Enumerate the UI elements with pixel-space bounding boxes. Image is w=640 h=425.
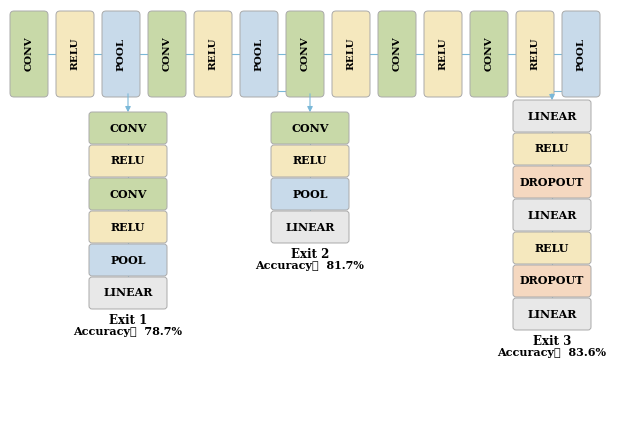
FancyBboxPatch shape — [516, 11, 554, 97]
FancyBboxPatch shape — [148, 11, 186, 97]
Text: Accuracy：  81.7%: Accuracy： 81.7% — [255, 260, 364, 271]
FancyBboxPatch shape — [513, 199, 591, 231]
FancyBboxPatch shape — [56, 11, 94, 97]
FancyBboxPatch shape — [513, 298, 591, 330]
FancyBboxPatch shape — [271, 211, 349, 243]
Text: Accuracy：  78.7%: Accuracy： 78.7% — [74, 326, 182, 337]
FancyBboxPatch shape — [562, 11, 600, 97]
FancyBboxPatch shape — [513, 133, 591, 165]
Text: CONV: CONV — [291, 122, 329, 133]
Text: Exit 1: Exit 1 — [109, 314, 147, 327]
Text: CONV: CONV — [392, 37, 401, 71]
FancyBboxPatch shape — [424, 11, 462, 97]
FancyBboxPatch shape — [470, 11, 508, 97]
Text: RELU: RELU — [209, 38, 218, 70]
Text: CONV: CONV — [301, 37, 310, 71]
Text: RELU: RELU — [531, 38, 540, 70]
Text: Exit 3: Exit 3 — [533, 335, 571, 348]
Text: LINEAR: LINEAR — [527, 210, 577, 221]
Text: RELU: RELU — [111, 156, 145, 167]
FancyBboxPatch shape — [513, 100, 591, 132]
Text: CONV: CONV — [163, 37, 172, 71]
Text: DROPOUT: DROPOUT — [520, 275, 584, 286]
Text: RELU: RELU — [346, 38, 355, 70]
Text: Accuracy：  83.6%: Accuracy： 83.6% — [497, 347, 607, 358]
Text: POOL: POOL — [110, 255, 146, 266]
FancyBboxPatch shape — [513, 265, 591, 297]
FancyBboxPatch shape — [194, 11, 232, 97]
FancyBboxPatch shape — [89, 112, 167, 144]
FancyBboxPatch shape — [513, 166, 591, 198]
FancyBboxPatch shape — [286, 11, 324, 97]
FancyBboxPatch shape — [513, 232, 591, 264]
Text: LINEAR: LINEAR — [285, 221, 335, 232]
FancyBboxPatch shape — [271, 112, 349, 144]
Text: DROPOUT: DROPOUT — [520, 176, 584, 187]
Text: POOL: POOL — [255, 37, 264, 71]
Text: RELU: RELU — [535, 144, 569, 155]
FancyBboxPatch shape — [102, 11, 140, 97]
Text: LINEAR: LINEAR — [527, 309, 577, 320]
Text: Exit 2: Exit 2 — [291, 248, 329, 261]
Text: POOL: POOL — [577, 37, 586, 71]
Text: RELU: RELU — [111, 221, 145, 232]
FancyBboxPatch shape — [89, 145, 167, 177]
FancyBboxPatch shape — [271, 145, 349, 177]
Text: LINEAR: LINEAR — [527, 110, 577, 122]
Text: LINEAR: LINEAR — [103, 287, 153, 298]
FancyBboxPatch shape — [378, 11, 416, 97]
FancyBboxPatch shape — [89, 244, 167, 276]
FancyBboxPatch shape — [240, 11, 278, 97]
FancyBboxPatch shape — [89, 178, 167, 210]
FancyBboxPatch shape — [332, 11, 370, 97]
FancyBboxPatch shape — [10, 11, 48, 97]
Text: CONV: CONV — [109, 122, 147, 133]
Text: RELU: RELU — [438, 38, 447, 70]
Text: CONV: CONV — [109, 189, 147, 199]
Text: POOL: POOL — [292, 189, 328, 199]
Text: POOL: POOL — [116, 37, 125, 71]
FancyBboxPatch shape — [271, 178, 349, 210]
FancyBboxPatch shape — [89, 277, 167, 309]
Text: RELU: RELU — [293, 156, 327, 167]
Text: CONV: CONV — [24, 37, 33, 71]
FancyBboxPatch shape — [89, 211, 167, 243]
Text: RELU: RELU — [535, 243, 569, 253]
Text: CONV: CONV — [484, 37, 493, 71]
Text: RELU: RELU — [70, 38, 79, 70]
